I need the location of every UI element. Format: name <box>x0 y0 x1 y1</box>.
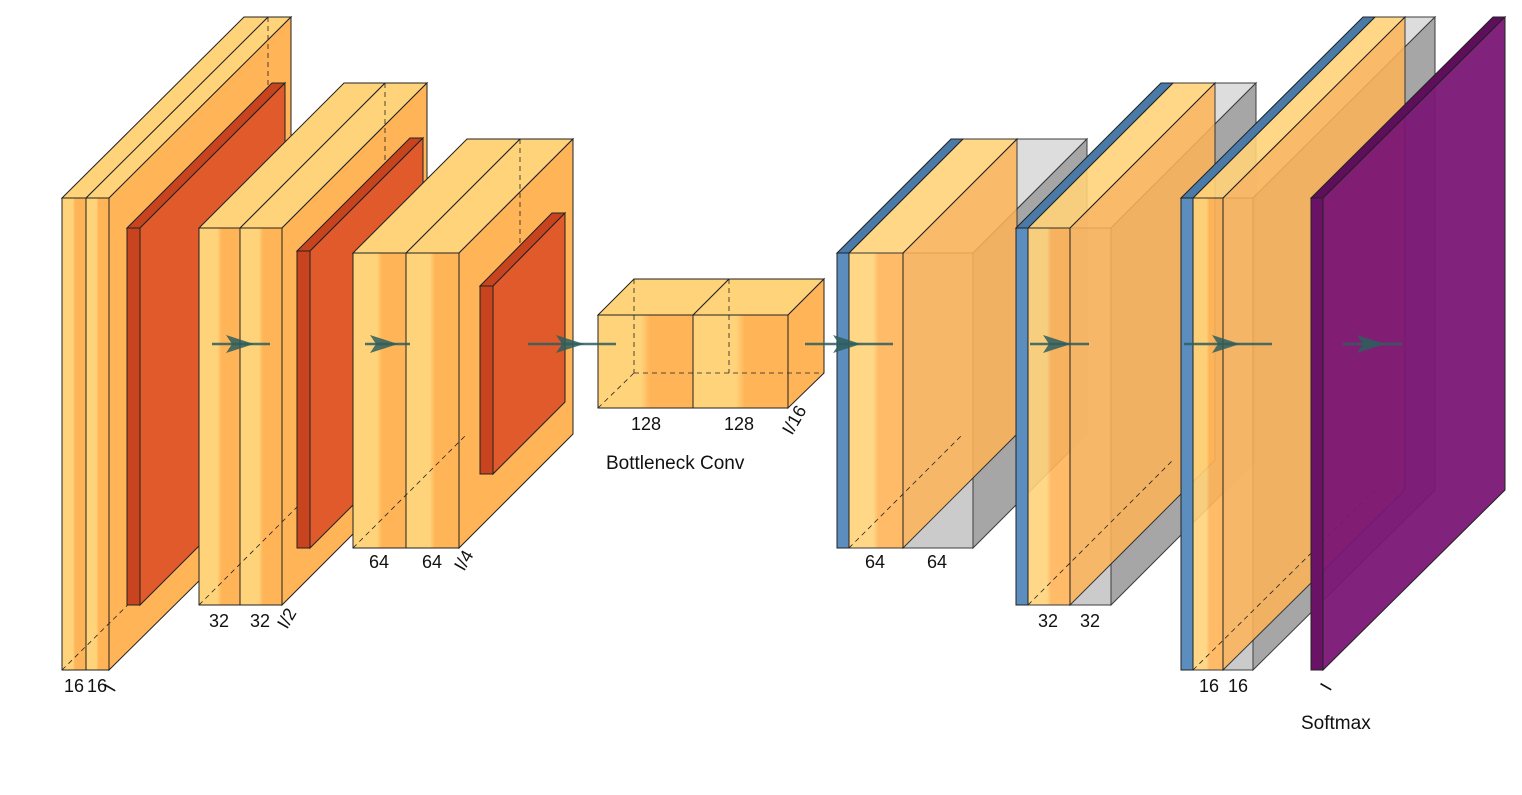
conv-layer-d3a <box>1191 16 1407 671</box>
conv-layer-d1a <box>847 138 1019 549</box>
bottleneck-block: 128 128 I/16 Bottleneck Conv <box>596 277 826 474</box>
arrow-dec1-dec2 <box>1030 335 1089 353</box>
arrow-dec2-dec3 <box>1184 335 1272 353</box>
dec3-channels-a: 16 <box>1199 676 1219 696</box>
enc2-channels-b: 32 <box>250 611 270 631</box>
dec3-channels-b: 16 <box>1228 676 1248 696</box>
unpool-layer-d1 <box>835 138 965 549</box>
bottleneck-channels-b: 128 <box>724 414 754 434</box>
conv-layer-1a <box>60 16 270 671</box>
unpool-layer-d2 <box>1014 82 1175 606</box>
unpool-layer-d3 <box>1179 16 1377 671</box>
bottleneck-channels-a: 128 <box>631 414 661 434</box>
bottleneck-conv-b <box>691 277 826 410</box>
conv-layer-3a <box>351 138 522 549</box>
enc1-channels-b: 16 <box>87 676 107 696</box>
dec1-channels-a: 64 <box>865 552 885 572</box>
arrow-enc3-bottleneck <box>528 335 616 353</box>
dec1-channels-b: 64 <box>927 552 947 572</box>
enc1-channels-a: 16 <box>64 676 84 696</box>
conv-layer-d2a <box>1026 82 1217 606</box>
bottleneck-caption: Bottleneck Conv <box>606 453 745 474</box>
enc3-size-label: I/4 <box>450 547 477 574</box>
enc3-channels-a: 64 <box>369 552 389 572</box>
enc3-channels-b: 64 <box>422 552 442 572</box>
arrow-dec3-softmax <box>1343 335 1402 353</box>
arrow-enc2-enc3 <box>365 335 410 353</box>
enc2-size-label: I/2 <box>273 605 300 632</box>
encoder-block-3: 64 64 I/4 <box>351 137 575 574</box>
softmax-output-block: I Softmax <box>1301 15 1507 734</box>
softmax-size-label: I <box>1316 680 1336 694</box>
enc2-channels-a: 32 <box>209 611 229 631</box>
softmax-caption: Softmax <box>1301 713 1371 734</box>
arrow-enc1-enc2 <box>212 335 270 353</box>
flow-arrows <box>212 335 1402 353</box>
dec2-channels-a: 32 <box>1038 611 1058 631</box>
dec2-channels-b: 32 <box>1080 611 1100 631</box>
arrow-bottleneck-dec1 <box>805 335 893 353</box>
